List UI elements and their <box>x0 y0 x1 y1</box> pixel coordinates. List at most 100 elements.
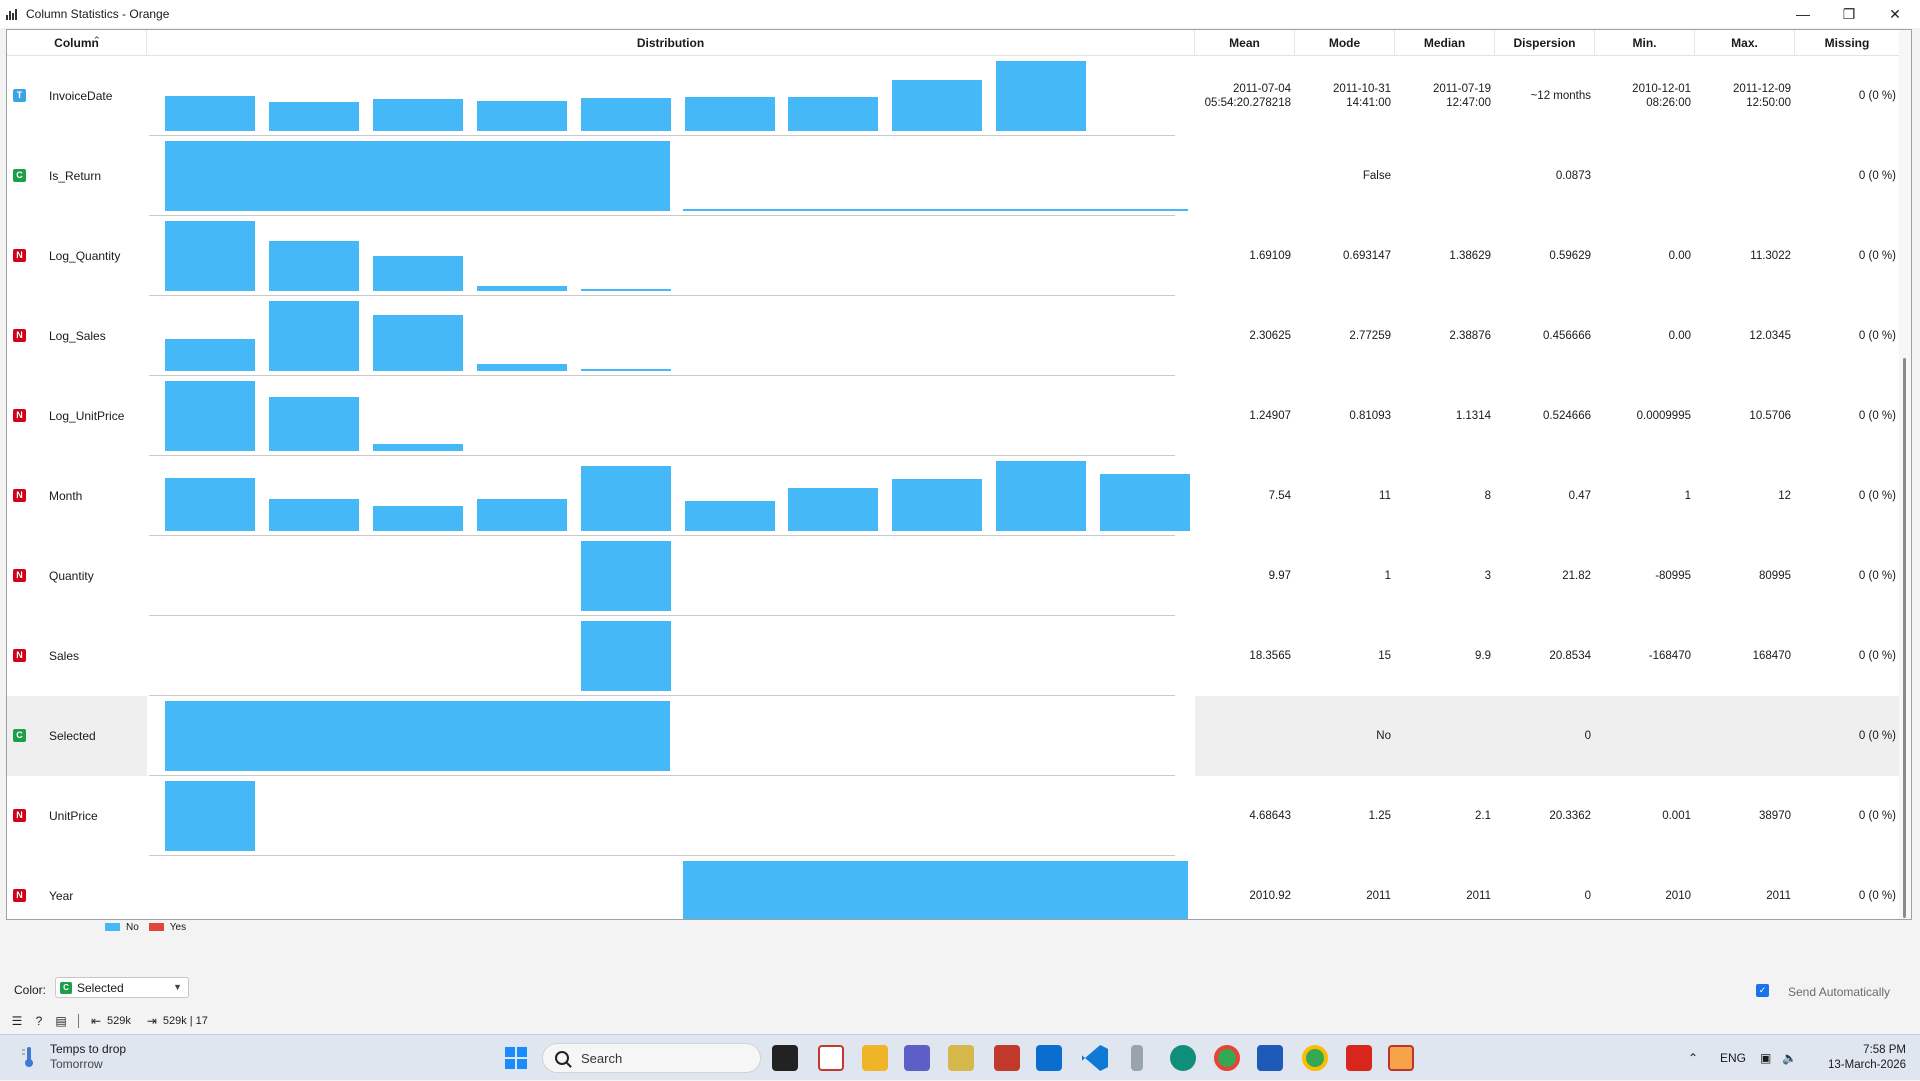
cell-min-text: 08:26:00 <box>1646 97 1691 109</box>
table-row[interactable]: N Month 7.54 11 8 0.47 1 12 0 (0 %) <box>7 456 1900 536</box>
table-row[interactable]: C Is_Return False 0.0873 0 (0 %) <box>7 136 1900 216</box>
cell-max: 12 <box>1695 456 1795 536</box>
tools-icon[interactable] <box>948 1045 974 1071</box>
cell-min: 1 <box>1595 456 1695 536</box>
cell-max-text: 10.5706 <box>1749 410 1791 422</box>
header-missing[interactable]: Missing <box>1795 30 1900 56</box>
header-max[interactable]: Max. <box>1695 30 1795 56</box>
close-button[interactable]: ✕ <box>1889 5 1901 22</box>
header-min[interactable]: Min. <box>1595 30 1695 56</box>
cell-missing: 0 (0 %) <box>1795 456 1900 536</box>
table-row[interactable]: N Year 2010.92 2011 2011 0 2010 2011 0 (0 %) <box>7 856 1900 919</box>
cell-median <box>1395 696 1495 776</box>
column-name: Log_Quantity <box>49 249 121 263</box>
file-explorer-icon[interactable] <box>862 1045 888 1071</box>
histogram-bar <box>268 499 359 531</box>
weather-widget[interactable]: Temps to drop Tomorrow <box>20 1042 126 1072</box>
archive-app-icon[interactable] <box>994 1045 1020 1071</box>
cell-max: 80995 <box>1695 536 1795 616</box>
table-row[interactable]: N Quantity 9.97 1 3 21.82 -80995 80995 0 (0 %) <box>7 536 1900 616</box>
cell-dispersion-text: 0.59629 <box>1549 250 1591 262</box>
color-combo[interactable]: C Selected ▼ <box>55 977 189 998</box>
cell-median: 2.38876 <box>1395 296 1495 376</box>
categorical-variable-icon: C <box>13 169 26 182</box>
histogram-bar <box>580 98 671 131</box>
cell-max-text: 38970 <box>1759 810 1791 822</box>
cell-dispersion: 0.456666 <box>1495 296 1595 376</box>
header-column[interactable]: ⌃ Column <box>7 30 147 56</box>
orange-app-icon <box>6 8 18 20</box>
header-dispersion[interactable]: Dispersion <box>1495 30 1595 56</box>
histogram-bar <box>165 339 255 371</box>
tray-chevron-icon[interactable]: ⌃ <box>1688 1051 1699 1065</box>
language-indicator[interactable]: ENG <box>1720 1051 1747 1065</box>
legend-swatch-yes <box>148 923 164 932</box>
system-clock[interactable]: 7:58 PM 13-March-2026 <box>1828 1044 1906 1071</box>
cell-mode: False <box>1295 136 1395 216</box>
vertical-scrollbar[interactable] <box>1899 30 1911 919</box>
task-view-icon[interactable] <box>772 1045 798 1071</box>
teams-icon[interactable] <box>904 1045 930 1071</box>
statistics-table[interactable]: ⌃ Column Distribution Mean Mode Median Di… <box>6 29 1912 920</box>
snipping-tool-icon[interactable] <box>818 1045 844 1071</box>
cell-mode: 1 <box>1295 536 1395 616</box>
cell-mode-text: 0.693147 <box>1343 250 1391 262</box>
table-row[interactable]: N Log_Sales 2.30625 2.77259 2.38876 0.456666 0… <box>7 296 1900 376</box>
taskbar-search[interactable]: Search <box>542 1043 761 1073</box>
table-row[interactable]: N UnitPrice 4.68643 1.25 2.1 20.3362 0.001 3897… <box>7 776 1900 856</box>
table-row[interactable]: N Sales 18.3565 15 9.9 20.8534 -168470 168470 0 … <box>7 616 1900 696</box>
cell-mean-text: 1.69109 <box>1249 250 1291 262</box>
numeric-variable-icon: N <box>13 249 26 262</box>
cell-min-text: -168470 <box>1648 650 1691 662</box>
minimize-button[interactable]: — <box>1796 6 1810 22</box>
volume-icon[interactable]: 🔈 <box>1782 1051 1797 1065</box>
scrollbar-thumb[interactable] <box>1903 358 1906 918</box>
input-summary[interactable]: 529k <box>107 1015 131 1027</box>
cell-min: 0.001 <box>1595 776 1695 856</box>
column-name: Sales <box>49 649 80 663</box>
cell-median-text: 9.9 <box>1475 650 1491 662</box>
table-row[interactable]: N Log_Quantity 1.69109 0.693147 1.38629 0.596… <box>7 216 1900 296</box>
table-row[interactable]: T InvoiceDate 2011-07-04 05:54:20.278218 201… <box>7 56 1900 136</box>
orange-taskbar-icon[interactable] <box>1388 1045 1414 1071</box>
menu-icon[interactable]: ☰ <box>11 1014 23 1028</box>
histogram-bar <box>580 289 671 291</box>
acrobat-icon[interactable] <box>1346 1045 1372 1071</box>
table-row[interactable]: C Selected No 0 0 (0 %) <box>7 696 1900 776</box>
windows-start-icon[interactable] <box>504 1046 530 1072</box>
histogram-bar <box>892 80 983 131</box>
histogram-bar <box>580 541 671 611</box>
help-icon[interactable]: ? <box>35 1014 43 1028</box>
chrome-profile-icon[interactable] <box>1302 1045 1328 1071</box>
table-row[interactable]: N Log_UnitPrice 1.24907 0.81093 1.1314 0.5246… <box>7 376 1900 456</box>
column-name: Log_UnitPrice <box>49 409 125 423</box>
cell-missing: 0 (0 %) <box>1795 376 1900 456</box>
weather-title: Temps to drop <box>50 1042 127 1056</box>
cell-max: 11.3022 <box>1695 216 1795 296</box>
histogram-bar <box>788 97 879 131</box>
vscode-icon[interactable] <box>1082 1045 1108 1071</box>
send-automatically-label[interactable]: Send Automatically <box>1788 985 1891 999</box>
cell-missing: 0 (0 %) <box>1795 216 1900 296</box>
chrome-icon[interactable] <box>1214 1045 1240 1071</box>
header-median[interactable]: Median <box>1395 30 1495 56</box>
network-icon[interactable]: ▣ <box>1760 1051 1772 1065</box>
edge-icon[interactable] <box>1170 1045 1196 1071</box>
report-icon[interactable]: ▤ <box>55 1014 67 1028</box>
header-distribution[interactable]: Distribution <box>147 30 1195 56</box>
numeric-variable-icon: N <box>13 569 26 582</box>
usb-drive-icon[interactable] <box>1131 1045 1143 1071</box>
distribution-legend: No Yes <box>105 922 186 933</box>
header-mode[interactable]: Mode <box>1295 30 1395 56</box>
word-icon[interactable] <box>1257 1045 1283 1071</box>
dashboard-app-icon[interactable] <box>1036 1045 1062 1071</box>
cell-mode: 2.77259 <box>1295 296 1395 376</box>
cell-dispersion-text: 0.524666 <box>1543 410 1591 422</box>
maximize-button[interactable]: ❐ <box>1842 5 1856 22</box>
send-automatically-checkbox[interactable]: ✓ <box>1756 984 1769 997</box>
header-mean[interactable]: Mean <box>1195 30 1295 56</box>
cell-min: 0.0009995 <box>1595 376 1695 456</box>
search-icon <box>555 1051 569 1065</box>
cell-max-text: 2011-12-09 <box>1733 83 1791 95</box>
output-summary[interactable]: 529k | 17 <box>162 1015 208 1027</box>
